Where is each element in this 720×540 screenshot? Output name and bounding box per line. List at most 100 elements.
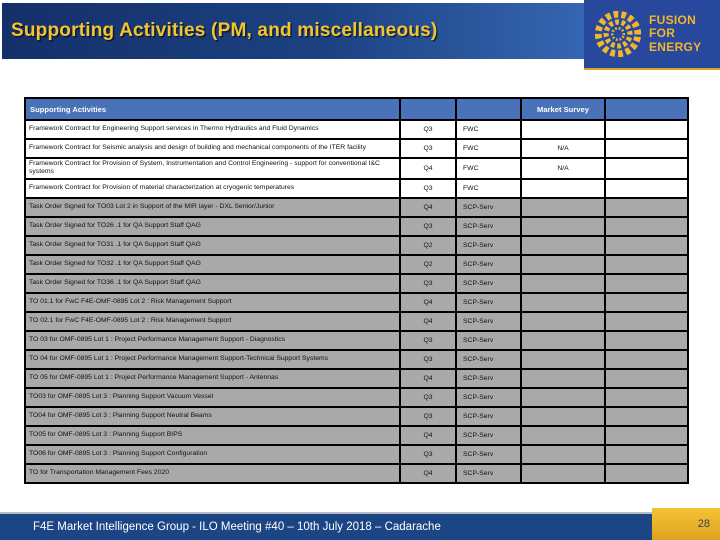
- table-row: Task Order Signed for TO32 .1 for QA Sup…: [24, 253, 689, 275]
- empty-cell: [604, 386, 689, 408]
- empty-cell: [604, 138, 689, 159]
- empty-cell: [604, 272, 689, 294]
- activity-description-cell: TO 03 for OMF-0895 Lot 1 : Project Perfo…: [24, 329, 401, 351]
- contract-type-cell: SCP-Serv: [455, 234, 522, 256]
- activity-description-cell: Task Order Signed for TO32 .1 for QA Sup…: [24, 253, 401, 275]
- empty-cell: [604, 196, 689, 218]
- empty-cell: [604, 367, 689, 389]
- fusion-for-energy-wordmark: FUSION FOR ENERGY: [649, 14, 701, 54]
- contract-type-cell: SCP-Serv: [455, 196, 522, 218]
- contract-type-cell: SCP-Serv: [455, 367, 522, 389]
- market-survey-cell: [520, 443, 606, 465]
- header-quarter: [399, 97, 457, 121]
- activity-description-cell: Framework Contract for Provision of Syst…: [24, 157, 401, 180]
- market-survey-cell: [520, 424, 606, 446]
- table-row: Task Order Signed for TO31 .1 for QA Sup…: [24, 234, 689, 256]
- header-market-survey: Market Survey: [520, 97, 606, 121]
- contract-type-cell: SCP-Serv: [455, 329, 522, 351]
- activity-description-cell: Framework Contract for Seismic analysis …: [24, 138, 401, 159]
- quarter-cell: Q4: [399, 310, 457, 332]
- contract-type-cell: FWC: [455, 138, 522, 159]
- empty-cell: [604, 215, 689, 237]
- quarter-cell: Q4: [399, 462, 457, 484]
- logo-gold-underline: [584, 68, 720, 70]
- table-row: TO06 for OMF-0895 Lot 3 : Planning Suppo…: [24, 443, 689, 465]
- empty-cell: [604, 424, 689, 446]
- quarter-cell: Q3: [399, 138, 457, 159]
- table-row: TO03 for OMF-0895 Lot 3 : Planning Suppo…: [24, 386, 689, 408]
- market-survey-cell: [520, 348, 606, 370]
- market-survey-cell: [520, 386, 606, 408]
- market-survey-cell: [520, 462, 606, 484]
- contract-type-cell: SCP-Serv: [455, 405, 522, 427]
- activity-description-cell: TO03 for OMF-0895 Lot 3 : Planning Suppo…: [24, 386, 401, 408]
- empty-cell: [604, 253, 689, 275]
- activity-description-cell: Framework Contract for Provision of mate…: [24, 177, 401, 199]
- table-row: Task Order Signed for TO03 Lot 2 in Supp…: [24, 196, 689, 218]
- activity-description-cell: TO 05 for OMF-0895 Lot 1 : Project Perfo…: [24, 367, 401, 389]
- quarter-cell: Q4: [399, 291, 457, 313]
- contract-type-cell: SCP-Serv: [455, 348, 522, 370]
- activity-description-cell: TO for Transportation Management Fees 20…: [24, 462, 401, 484]
- quarter-cell: Q3: [399, 386, 457, 408]
- page-title: Supporting Activities (PM, and miscellan…: [11, 20, 438, 41]
- header-supporting-activities: Supporting Activities: [24, 97, 401, 121]
- contract-type-cell: SCP-Serv: [455, 215, 522, 237]
- header-empty: [604, 97, 689, 121]
- empty-cell: [604, 329, 689, 351]
- market-survey-cell: [520, 272, 606, 294]
- activity-description-cell: Task Order Signed for TO03 Lot 2 in Supp…: [24, 196, 401, 218]
- quarter-cell: Q3: [399, 177, 457, 199]
- quarter-cell: Q4: [399, 424, 457, 446]
- contract-type-cell: SCP-Serv: [455, 462, 522, 484]
- table-row: Framework Contract for Engineering Suppo…: [24, 119, 689, 140]
- table-row: Framework Contract for Provision of Syst…: [24, 157, 689, 180]
- market-survey-cell: [520, 119, 606, 140]
- contract-type-cell: SCP-Serv: [455, 424, 522, 446]
- activity-description-cell: Task Order Signed for TO36 .1 for QA Sup…: [24, 272, 401, 294]
- empty-cell: [604, 177, 689, 199]
- table-row: Task Order Signed for TO36 .1 for QA Sup…: [24, 272, 689, 294]
- empty-cell: [604, 405, 689, 427]
- title-bar: Supporting Activities (PM, and miscellan…: [2, 3, 584, 59]
- table-row: TO 03 for OMF-0895 Lot 1 : Project Perfo…: [24, 329, 689, 351]
- page-number-box: 28: [652, 508, 720, 540]
- empty-cell: [604, 291, 689, 313]
- activity-description-cell: TO 04 for OMF-0895 Lot 1 : Project Perfo…: [24, 348, 401, 370]
- activity-description-cell: Task Order Signed for TO26 .1 for QA Sup…: [24, 215, 401, 237]
- contract-type-cell: SCP-Serv: [455, 310, 522, 332]
- table-row: TO 04 for OMF-0895 Lot 1 : Project Perfo…: [24, 348, 689, 370]
- quarter-cell: Q2: [399, 253, 457, 275]
- empty-cell: [604, 462, 689, 484]
- contract-type-cell: FWC: [455, 157, 522, 180]
- contract-type-cell: FWC: [455, 119, 522, 140]
- activity-description-cell: Task Order Signed for TO31 .1 for QA Sup…: [24, 234, 401, 256]
- market-survey-cell: [520, 310, 606, 332]
- market-survey-cell: [520, 329, 606, 351]
- market-survey-cell: [520, 291, 606, 313]
- activity-description-cell: TO 01.1 for FwC F4E-OMF-0895 Lot 2 : Ris…: [24, 291, 401, 313]
- contract-type-cell: SCP-Serv: [455, 291, 522, 313]
- fusion-for-energy-rosette-icon: [594, 10, 642, 58]
- empty-cell: [604, 157, 689, 180]
- market-survey-cell: [520, 367, 606, 389]
- quarter-cell: Q2: [399, 234, 457, 256]
- quarter-cell: Q4: [399, 367, 457, 389]
- empty-cell: [604, 119, 689, 140]
- fusion-for-energy-logo: FUSION FOR ENERGY: [584, 0, 720, 68]
- activity-description-cell: TO 02.1 for FwC F4E-OMF-0895 Lot 2 : Ris…: [24, 310, 401, 332]
- quarter-cell: Q3: [399, 405, 457, 427]
- table-row: Framework Contract for Provision of mate…: [24, 177, 689, 199]
- contract-type-cell: SCP-Serv: [455, 272, 522, 294]
- table-row: TO04 for OMF-0895 Lot 3 : Planning Suppo…: [24, 405, 689, 427]
- footer-text: F4E Market Intelligence Group - ILO Meet…: [33, 521, 441, 533]
- table-row: TO 05 for OMF-0895 Lot 1 : Project Perfo…: [24, 367, 689, 389]
- market-survey-cell: [520, 177, 606, 199]
- empty-cell: [604, 443, 689, 465]
- activity-description-cell: TO06 for OMF-0895 Lot 3 : Planning Suppo…: [24, 443, 401, 465]
- quarter-cell: Q3: [399, 443, 457, 465]
- footer-bar: F4E Market Intelligence Group - ILO Meet…: [0, 514, 652, 540]
- contract-type-cell: SCP-Serv: [455, 386, 522, 408]
- table-row: Framework Contract for Seismic analysis …: [24, 138, 689, 159]
